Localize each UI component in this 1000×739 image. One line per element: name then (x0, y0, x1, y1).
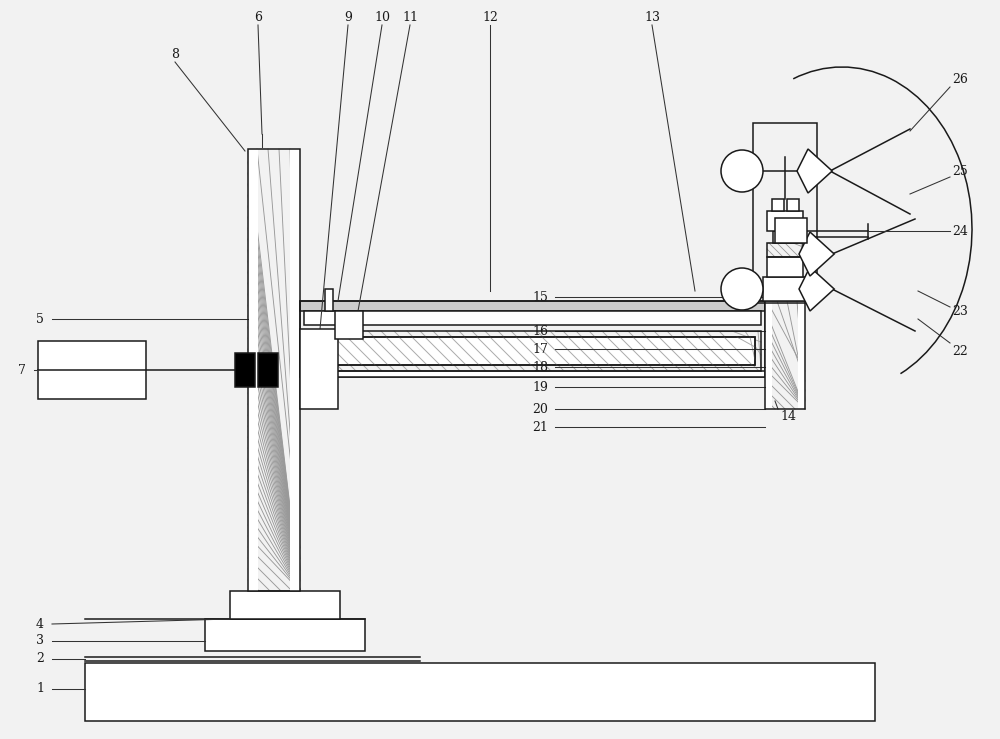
Text: 17: 17 (532, 342, 548, 355)
Text: 21: 21 (532, 420, 548, 434)
Bar (772, 199, 784, 211)
Bar (798, 301, 805, 409)
Text: 3: 3 (36, 635, 44, 647)
Text: 25: 25 (952, 165, 968, 177)
Text: 1: 1 (36, 683, 44, 695)
Text: 9: 9 (344, 10, 352, 24)
Bar (310, 337, 755, 365)
Text: 24: 24 (952, 225, 968, 237)
Bar (325, 289, 333, 311)
Bar (765, 301, 805, 409)
Text: 10: 10 (374, 10, 390, 24)
Bar (767, 243, 803, 257)
Bar (300, 301, 765, 377)
Polygon shape (797, 149, 832, 193)
Bar (335, 311, 363, 339)
Bar (775, 218, 807, 243)
Bar (248, 149, 300, 591)
Bar (767, 211, 803, 231)
Bar (258, 353, 278, 387)
Bar (38, 341, 146, 399)
Text: 18: 18 (532, 361, 548, 373)
Bar (300, 301, 765, 311)
Text: 4: 4 (36, 618, 44, 630)
Text: 6: 6 (254, 10, 262, 24)
Bar (300, 371, 765, 377)
Text: 13: 13 (644, 10, 660, 24)
Bar (310, 337, 755, 365)
Bar (205, 619, 365, 651)
Bar (763, 277, 807, 301)
Bar (787, 199, 799, 211)
Bar (290, 149, 300, 591)
Circle shape (721, 268, 763, 310)
Bar (230, 591, 340, 619)
Text: 20: 20 (532, 403, 548, 415)
Text: 12: 12 (482, 10, 498, 24)
Bar (773, 231, 797, 243)
Text: 7: 7 (18, 364, 26, 376)
Bar (85, 663, 875, 721)
Bar (235, 353, 255, 387)
Text: 19: 19 (532, 381, 548, 393)
Text: 26: 26 (952, 72, 968, 86)
Text: 5: 5 (36, 313, 44, 325)
Bar (248, 149, 258, 591)
Circle shape (721, 150, 763, 192)
Bar (304, 331, 761, 371)
Bar (767, 257, 803, 277)
Bar (304, 311, 761, 325)
Bar (300, 329, 338, 409)
Bar (753, 123, 817, 303)
Text: 8: 8 (171, 47, 179, 61)
Polygon shape (799, 267, 834, 311)
Text: 2: 2 (36, 653, 44, 666)
Bar (765, 301, 772, 409)
Text: 15: 15 (532, 290, 548, 304)
Text: 11: 11 (402, 10, 418, 24)
Text: 14: 14 (780, 410, 796, 423)
Text: 22: 22 (952, 344, 968, 358)
Text: 23: 23 (952, 304, 968, 318)
Text: 16: 16 (532, 324, 548, 338)
Polygon shape (799, 232, 834, 276)
